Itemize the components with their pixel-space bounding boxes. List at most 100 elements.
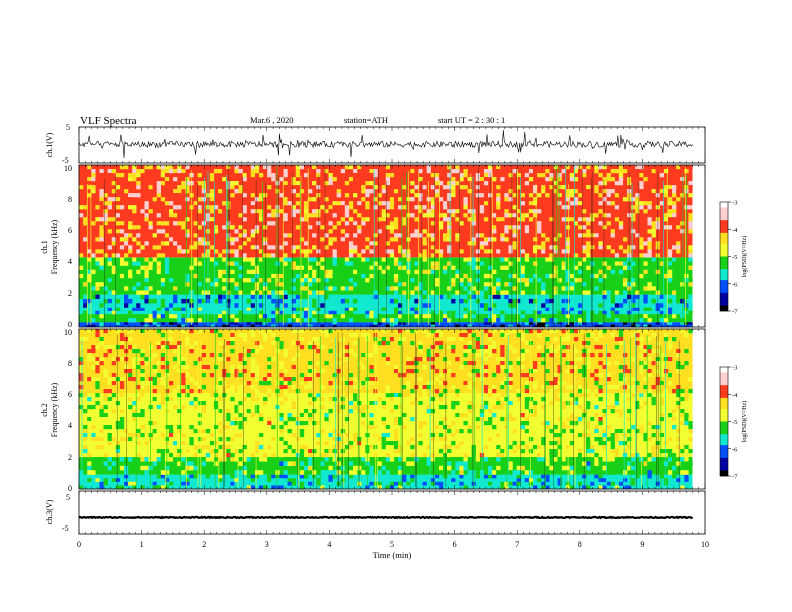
ch2-cell	[430, 397, 436, 402]
ch2-cell	[160, 393, 166, 398]
ch2-cell	[111, 409, 117, 414]
ch2-cell	[467, 353, 472, 358]
ch1-cell	[152, 233, 157, 238]
ch1-cell	[635, 201, 640, 206]
ch1-cell	[136, 233, 141, 238]
ch1-cell	[193, 310, 198, 315]
ch1-cell	[549, 273, 554, 279]
ch2-cell	[598, 345, 603, 350]
ch1-cell	[598, 173, 603, 178]
ch1-cell	[177, 169, 182, 174]
ch2-cell	[545, 329, 550, 334]
ch2-cell	[483, 421, 489, 426]
ch2-cell	[398, 337, 403, 342]
ch1-cell	[291, 265, 296, 270]
ch2-cell	[316, 433, 321, 438]
ch2-cell	[209, 349, 215, 354]
ch1-cell	[357, 213, 362, 218]
ch2-cell	[234, 417, 239, 422]
ch1-waveform-line	[78, 129, 693, 158]
ch1-cell	[586, 217, 591, 222]
ch1-cell	[332, 324, 337, 328]
ch2-cell	[553, 329, 558, 334]
ch1-cell	[226, 249, 231, 254]
ch2-cell	[91, 345, 96, 350]
ch1-cell	[467, 310, 472, 315]
ch1-cell	[267, 165, 272, 170]
ch1-cell	[496, 294, 501, 300]
ch1-cell	[316, 290, 321, 295]
ch2-cell	[115, 341, 121, 346]
ch2-cell	[287, 481, 292, 486]
ch1-cell	[524, 197, 530, 202]
ch2-cell	[279, 365, 284, 370]
ch1-cell	[136, 269, 141, 275]
ch1-cell	[676, 189, 681, 194]
ch1-cell	[115, 233, 121, 238]
ch2-cell	[385, 369, 391, 374]
ch2-cell	[320, 405, 325, 410]
ch1-cell	[549, 217, 554, 222]
ch1-cell	[647, 245, 652, 250]
ch2-cell	[410, 393, 415, 398]
ch1-cell	[283, 213, 288, 218]
ch2-cell	[545, 461, 550, 466]
ch1-cell	[467, 177, 472, 182]
ch1-cell	[136, 282, 141, 287]
ch2-cell	[553, 349, 558, 354]
ch2-cell	[107, 349, 112, 354]
ch1-cell	[275, 181, 280, 186]
ch1-cell	[639, 273, 644, 279]
ch2-cell	[573, 357, 579, 362]
ch1-cell	[209, 209, 215, 214]
ch1-cell	[573, 213, 579, 218]
ch2-cell	[250, 457, 256, 462]
ch1-cell	[308, 257, 313, 262]
ch1-cell	[512, 303, 517, 308]
ch2-cell	[537, 421, 542, 426]
ch2-cell	[140, 393, 145, 398]
ch1-cell	[328, 205, 333, 210]
ch2-cell	[201, 409, 206, 414]
ch1-cell	[532, 273, 538, 279]
ch1-cell	[557, 298, 562, 304]
ch2-cell	[618, 433, 624, 438]
ch1-cell	[287, 310, 292, 315]
ch1-cell	[389, 201, 395, 206]
ch1-cell	[185, 303, 190, 308]
ch1-cell	[610, 324, 615, 328]
ch1-cell	[91, 318, 96, 323]
ch2-cell	[537, 457, 542, 462]
ch2-cell	[230, 474, 235, 479]
ch1-cell	[254, 322, 260, 325]
ch2-cell	[283, 461, 288, 466]
ch2-cell	[393, 329, 399, 334]
ch2-cell	[185, 373, 190, 378]
ch2-cell	[438, 361, 444, 366]
ch2-cell	[532, 409, 538, 414]
ch1-cell	[238, 189, 243, 194]
ch2-cell	[119, 361, 125, 366]
ch2-cell	[79, 357, 84, 362]
ch1-cell	[586, 249, 591, 254]
ch2-cell	[398, 409, 403, 414]
ch2-cell	[594, 453, 599, 458]
ch2-cell	[308, 345, 313, 350]
ch2-cell	[442, 405, 448, 410]
ch2-cell	[422, 329, 427, 334]
ch1-cell	[532, 197, 538, 202]
ch1-cell	[381, 181, 386, 186]
ch1-cell	[238, 324, 243, 328]
ch1-cell	[389, 253, 395, 258]
ch2-cell	[434, 341, 440, 346]
ch2-cell	[455, 461, 460, 466]
ch1-cell	[99, 261, 104, 266]
ch2-cell	[516, 425, 521, 430]
ch1-cell	[226, 290, 231, 295]
ch1-cell	[267, 290, 272, 295]
ch1-cell	[303, 314, 309, 319]
ch2-cell	[115, 421, 121, 426]
ch1-cell	[234, 177, 239, 182]
ch2-cell	[389, 417, 395, 422]
ch2-cell	[651, 461, 656, 466]
